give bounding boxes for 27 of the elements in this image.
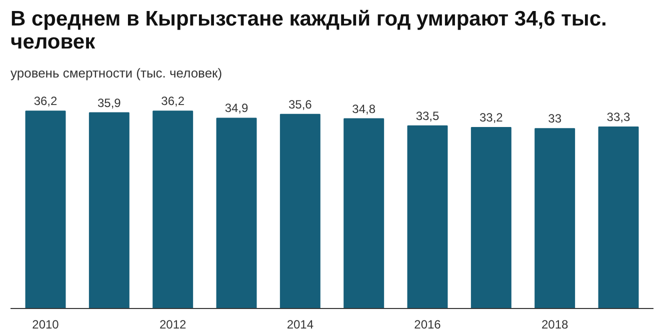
- data-label: 33,5: [416, 108, 440, 123]
- chart-title: В среднем в Кыргызстане каждый год умирают 34,6 тыс. человек: [10, 8, 607, 54]
- x-tick-label: 2018: [541, 318, 568, 331]
- data-label: 35,9: [98, 96, 122, 110]
- bar: [534, 128, 576, 308]
- data-label: 34,9: [224, 101, 249, 116]
- bar: [88, 112, 130, 308]
- data-label: 35,6: [288, 97, 312, 112]
- bar: [152, 110, 194, 308]
- x-tick-label: 2010: [32, 318, 60, 331]
- chart-subtitle: уровень смертности (тыс. человек): [10, 66, 222, 80]
- data-label: 36,2: [34, 94, 58, 108]
- data-label: 34,8: [352, 102, 376, 116]
- bar: [470, 127, 512, 308]
- data-label: 33,3: [606, 110, 630, 124]
- bar: [598, 126, 639, 308]
- data-label: 36,2: [161, 94, 185, 108]
- bar: [280, 114, 320, 308]
- x-tick-label: 2012: [159, 318, 187, 331]
- data-label: 33,2: [479, 110, 504, 125]
- bar: [216, 118, 257, 308]
- data-label: 33: [548, 112, 562, 126]
- x-tick-label: 2014: [286, 318, 314, 331]
- bar: [407, 125, 448, 308]
- x-tick-label: 2016: [414, 318, 442, 331]
- bar: [25, 110, 66, 308]
- bar: [344, 118, 384, 308]
